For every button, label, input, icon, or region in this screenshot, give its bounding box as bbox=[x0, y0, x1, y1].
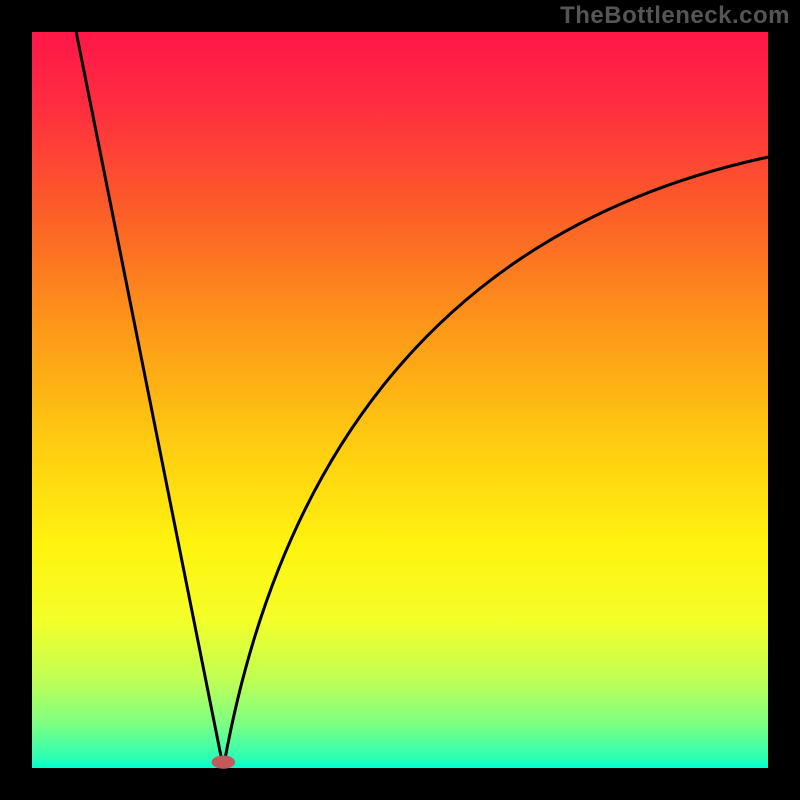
watermark-text: TheBottleneck.com bbox=[560, 2, 790, 30]
bottleneck-chart bbox=[0, 0, 800, 800]
chart-container: TheBottleneck.com bbox=[0, 0, 800, 800]
plot-background bbox=[32, 32, 768, 768]
optimal-point-marker bbox=[212, 755, 236, 768]
